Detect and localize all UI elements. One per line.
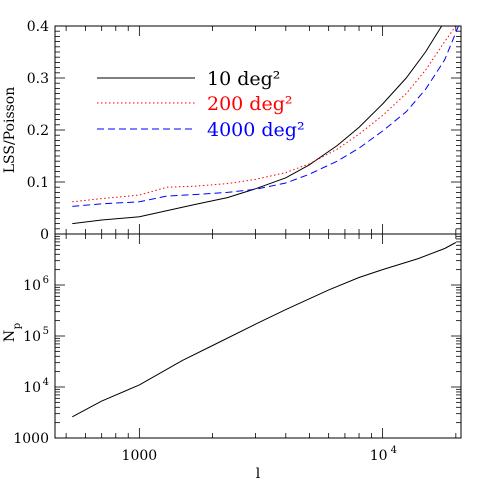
y-axis-title-subscript: p — [12, 323, 23, 329]
y-tick-exponent: 6 — [43, 275, 49, 286]
bottom-frame — [54, 233, 462, 439]
x-tick-label: 1000 — [122, 448, 158, 464]
series-line-1 — [72, 26, 443, 225]
series-line-3 — [72, 26, 459, 207]
y-axis-title-top: LSS/Poisson — [2, 87, 18, 174]
legend-label-1: 10 deg² — [207, 68, 280, 90]
series-line-2 — [72, 26, 457, 203]
np-line — [72, 242, 457, 418]
top-panel: 0 0.1 0.2 0.3 0.4 10 deg² 200 deg² 4000 deg² LSS… — [2, 19, 462, 243]
y-tick-label: 0.1 — [27, 175, 49, 191]
y-tick-exponent: 4 — [43, 377, 49, 388]
y-tick-label: 0 — [40, 227, 49, 243]
x-tick-label: 10 — [370, 448, 388, 464]
y-tick-exponent: 5 — [43, 326, 49, 337]
y-axis-title-bottom: N — [2, 330, 18, 342]
y-tick-label: 0.3 — [27, 71, 49, 87]
y-tick-label: 10 — [23, 380, 41, 396]
x-tick-exponent: 4 — [391, 445, 397, 456]
legend-label-2: 200 deg² — [207, 93, 293, 115]
y-tick-label: 0.2 — [27, 123, 49, 139]
x-axis-title: l — [256, 466, 261, 482]
y-tick-label: 1000 — [13, 431, 49, 447]
y-tick-label: 10 — [23, 278, 41, 294]
y-tick-label: 10 — [23, 329, 41, 345]
y-tick-label: 0.4 — [27, 19, 49, 35]
legend-label-3: 4000 deg² — [207, 119, 305, 141]
